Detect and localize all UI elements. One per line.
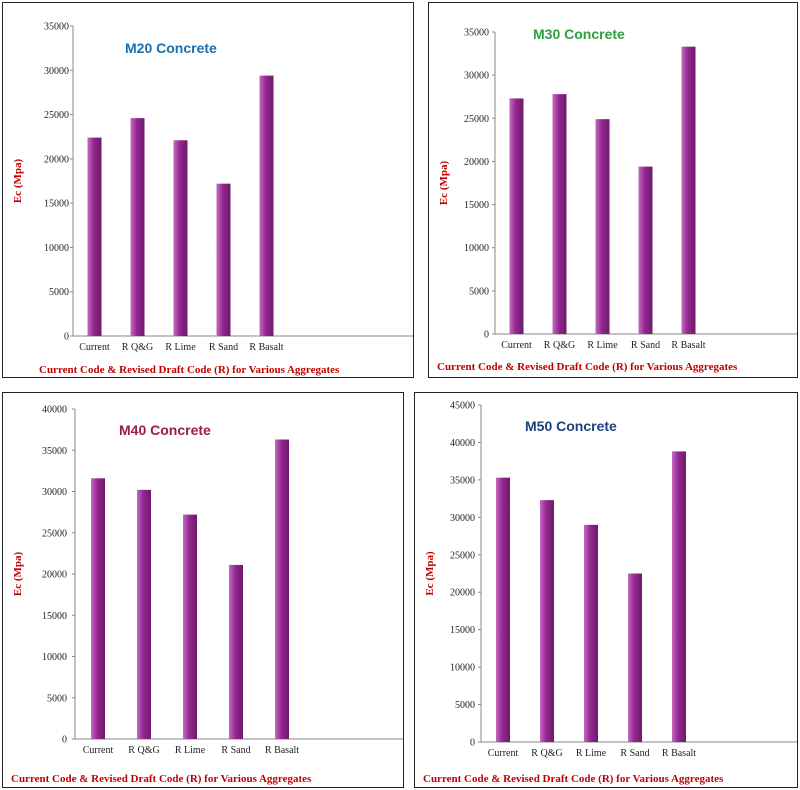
y-tick-label: 10000 bbox=[42, 652, 67, 663]
x-category-label: R Basalt bbox=[249, 342, 283, 353]
bar bbox=[638, 166, 653, 334]
bar bbox=[91, 478, 105, 739]
x-category-label: R Q&G bbox=[128, 745, 159, 756]
x-category-label: R Sand bbox=[620, 748, 649, 759]
x-category-label: R Sand bbox=[631, 340, 660, 351]
y-tick-label: 0 bbox=[484, 330, 489, 341]
y-tick-label: 25000 bbox=[44, 110, 69, 121]
y-tick-label: 25000 bbox=[42, 528, 67, 539]
x-axis-label: Current Code & Revised Draft Code (R) fo… bbox=[39, 364, 340, 376]
bar bbox=[216, 183, 231, 336]
x-category-label: R Basalt bbox=[662, 748, 696, 759]
x-category-label: R Lime bbox=[175, 745, 206, 756]
x-axis-label: Current Code & Revised Draft Code (R) fo… bbox=[437, 361, 738, 373]
y-axis-label: Ec (Mpa) bbox=[12, 552, 24, 597]
y-axis-label: Ec (Mpa) bbox=[424, 551, 436, 596]
chart-svg-m20: 0 5000 10000 15000 20000 25000 30000 35000 Curre… bbox=[12, 22, 413, 376]
x-category-label: R Lime bbox=[165, 342, 196, 353]
chart-title: M40 Concrete bbox=[119, 422, 211, 438]
y-tick-label: 20000 bbox=[450, 588, 475, 599]
bar bbox=[552, 94, 567, 334]
chart-panel-m20: 0 5000 10000 15000 20000 25000 30000 35000 Curre… bbox=[2, 2, 414, 378]
bar bbox=[509, 98, 524, 334]
x-category-label: R Lime bbox=[587, 340, 618, 351]
x-axis-label: Current Code & Revised Draft Code (R) fo… bbox=[423, 773, 724, 785]
x-category-label: R Basalt bbox=[265, 745, 299, 756]
chart-panel-m50: 0 5000 10000 15000 20000 25000 30000 35000 40000… bbox=[414, 392, 798, 788]
y-tick-label: 0 bbox=[470, 738, 475, 749]
y-tick-label: 10000 bbox=[450, 663, 475, 674]
y-tick-label: 15000 bbox=[464, 200, 489, 211]
chart-svg-m40: 0 5000 10000 15000 20000 25000 30000 35000 40000… bbox=[11, 405, 403, 785]
y-tick-label: 5000 bbox=[47, 693, 67, 704]
y-tick-label: 25000 bbox=[464, 114, 489, 125]
y-tick-label: 20000 bbox=[42, 570, 67, 581]
x-category-label: R Lime bbox=[576, 748, 607, 759]
bar bbox=[87, 137, 102, 336]
bar bbox=[595, 119, 610, 334]
y-tick-label: 40000 bbox=[42, 405, 67, 416]
y-tick-label: 30000 bbox=[450, 513, 475, 524]
chart-panel-m30: 0 5000 10000 15000 20000 25000 30000 35000 Curre… bbox=[428, 2, 798, 378]
chart-title: M30 Concrete bbox=[533, 26, 625, 42]
bar bbox=[275, 439, 289, 739]
y-tick-label: 20000 bbox=[464, 157, 489, 168]
bar bbox=[540, 500, 554, 742]
y-tick-label: 30000 bbox=[42, 487, 67, 498]
chart-title: M20 Concrete bbox=[125, 40, 217, 56]
x-category-label: R Q&G bbox=[544, 340, 575, 351]
bar bbox=[259, 75, 274, 336]
y-tick-label: 30000 bbox=[44, 66, 69, 77]
bar bbox=[496, 477, 510, 742]
chart-title: M50 Concrete bbox=[525, 418, 617, 434]
bar bbox=[183, 514, 197, 739]
bar bbox=[628, 573, 642, 742]
x-category-label: Current bbox=[501, 340, 532, 351]
y-tick-label: 15000 bbox=[42, 611, 67, 622]
chart-svg-m50: 0 5000 10000 15000 20000 25000 30000 35000 40000… bbox=[423, 401, 797, 785]
x-category-label: Current bbox=[488, 748, 519, 759]
y-tick-label: 15000 bbox=[450, 625, 475, 636]
bar bbox=[584, 524, 598, 742]
x-category-label: Current bbox=[83, 745, 114, 756]
y-tick-label: 5000 bbox=[455, 700, 475, 711]
x-category-label: R Basalt bbox=[671, 340, 705, 351]
y-tick-label: 35000 bbox=[44, 22, 69, 33]
bar bbox=[173, 140, 188, 336]
y-axis-label: Ec (Mpa) bbox=[438, 161, 450, 206]
x-category-label: Current bbox=[79, 342, 110, 353]
y-tick-label: 5000 bbox=[49, 287, 69, 298]
y-tick-label: 20000 bbox=[44, 154, 69, 165]
y-tick-label: 35000 bbox=[450, 475, 475, 486]
bar bbox=[130, 118, 145, 336]
bar bbox=[681, 46, 696, 334]
chart-svg-m30: 0 5000 10000 15000 20000 25000 30000 35000 Curre… bbox=[437, 26, 797, 373]
bar bbox=[137, 489, 151, 739]
y-tick-label: 30000 bbox=[464, 71, 489, 82]
x-category-label: R Q&G bbox=[122, 342, 153, 353]
x-axis-label: Current Code & Revised Draft Code (R) fo… bbox=[11, 773, 312, 785]
y-tick-label: 10000 bbox=[44, 243, 69, 254]
x-category-label: R Sand bbox=[221, 745, 250, 756]
y-tick-label: 0 bbox=[62, 735, 67, 746]
bar bbox=[672, 451, 686, 742]
chart-panel-m40: 0 5000 10000 15000 20000 25000 30000 35000 40000… bbox=[2, 392, 404, 788]
y-tick-label: 5000 bbox=[469, 286, 489, 297]
x-category-label: R Sand bbox=[209, 342, 238, 353]
y-tick-label: 40000 bbox=[450, 438, 475, 449]
y-tick-label: 25000 bbox=[450, 550, 475, 561]
y-tick-label: 10000 bbox=[464, 243, 489, 254]
bar bbox=[229, 564, 243, 739]
y-axis-label: Ec (Mpa) bbox=[12, 159, 24, 204]
y-tick-label: 35000 bbox=[42, 446, 67, 457]
x-category-label: R Q&G bbox=[531, 748, 562, 759]
y-tick-label: 35000 bbox=[464, 28, 489, 39]
y-tick-label: 15000 bbox=[44, 199, 69, 210]
y-tick-label: 0 bbox=[64, 332, 69, 343]
y-tick-label: 45000 bbox=[450, 401, 475, 412]
